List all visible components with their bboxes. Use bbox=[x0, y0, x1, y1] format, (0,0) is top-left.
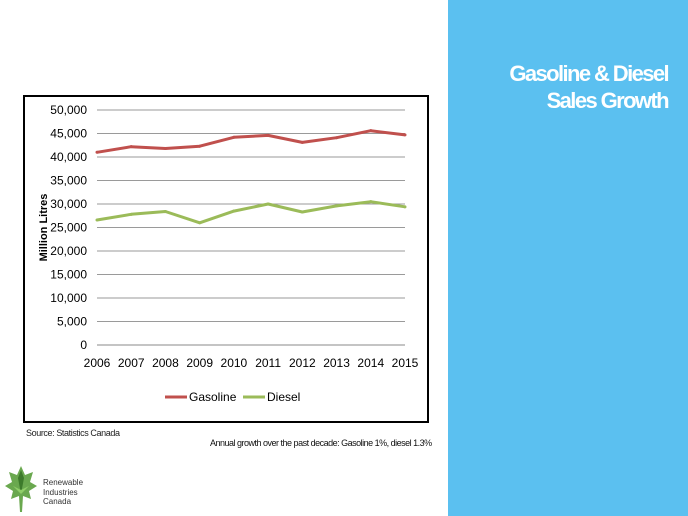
data-point-diesel bbox=[95, 218, 99, 222]
data-point-gasoline bbox=[403, 133, 407, 137]
data-point-gasoline bbox=[300, 140, 304, 144]
data-point-gasoline bbox=[335, 136, 339, 140]
data-point-gasoline bbox=[232, 135, 236, 139]
legend-label-diesel: Diesel bbox=[267, 390, 300, 404]
y-tick-label: 20,000 bbox=[50, 244, 87, 258]
source-note: Source: Statistics Canada bbox=[26, 428, 120, 438]
data-point-diesel bbox=[266, 202, 270, 206]
x-tick-label: 2012 bbox=[289, 356, 316, 370]
x-tick-label: 2015 bbox=[392, 356, 419, 370]
y-tick-label: 50,000 bbox=[50, 103, 87, 117]
x-tick-label: 2009 bbox=[186, 356, 213, 370]
data-point-diesel bbox=[198, 221, 202, 225]
y-axis-label: Million Litres bbox=[38, 194, 50, 262]
logo-text: Renewable Industries Canada bbox=[43, 478, 83, 507]
y-tick-label: 45,000 bbox=[50, 127, 87, 141]
data-point-gasoline bbox=[95, 150, 99, 154]
company-logo: Renewable Industries Canada bbox=[5, 464, 125, 512]
legend-label-gasoline: Gasoline bbox=[189, 390, 237, 404]
y-tick-label: 15,000 bbox=[50, 268, 87, 282]
data-point-diesel bbox=[232, 209, 236, 213]
y-tick-label: 10,000 bbox=[50, 291, 87, 305]
x-tick-label: 2014 bbox=[357, 356, 384, 370]
data-point-diesel bbox=[335, 204, 339, 208]
x-tick-label: 2013 bbox=[323, 356, 350, 370]
y-tick-label: 35,000 bbox=[50, 174, 87, 188]
data-point-gasoline bbox=[163, 147, 167, 151]
y-tick-label: 0 bbox=[80, 338, 87, 352]
data-point-diesel bbox=[300, 210, 304, 214]
logo-text-line-1: Renewable bbox=[43, 478, 84, 487]
chart-frame: 0 5,000 10,000 15,000 20,000 25,000 30,000 35,0… bbox=[23, 95, 429, 423]
y-tick-label: 25,000 bbox=[50, 221, 87, 235]
maple-leaf-icon bbox=[5, 466, 37, 512]
slide-title-line-1: Gasoline & Diesel bbox=[509, 61, 669, 86]
y-tick-label: 40,000 bbox=[50, 150, 87, 164]
x-tick-label: 2008 bbox=[152, 356, 179, 370]
x-tick-label: 2006 bbox=[84, 356, 111, 370]
data-point-gasoline bbox=[198, 144, 202, 148]
x-tick-label: 2010 bbox=[221, 356, 248, 370]
data-point-diesel bbox=[129, 212, 133, 216]
x-tick-label: 2011 bbox=[255, 356, 281, 370]
data-point-diesel bbox=[403, 205, 407, 209]
slide-title-line-2: Sales Growth bbox=[546, 88, 670, 113]
data-point-diesel bbox=[369, 200, 373, 204]
data-point-gasoline bbox=[129, 145, 133, 149]
y-tick-label: 5,000 bbox=[57, 315, 87, 329]
slide-title: Gasoline & Diesel Sales Growth bbox=[458, 60, 670, 114]
y-tick-label: 30,000 bbox=[50, 197, 87, 211]
logo-text-line-3: Canada bbox=[43, 497, 72, 506]
x-tick-label: 2007 bbox=[118, 356, 145, 370]
series-line-gasoline bbox=[96, 129, 406, 154]
series-line-diesel bbox=[96, 200, 406, 225]
growth-note: Annual growth over the past decade: Gaso… bbox=[210, 438, 432, 448]
data-point-gasoline bbox=[266, 133, 270, 137]
data-point-gasoline bbox=[369, 129, 373, 133]
title-panel: Gasoline & Diesel Sales Growth bbox=[448, 0, 688, 516]
data-point-diesel bbox=[163, 210, 167, 214]
line-chart: 0 5,000 10,000 15,000 20,000 25,000 30,000 35,0… bbox=[38, 103, 419, 404]
logo-text-line-2: Industries bbox=[43, 487, 78, 497]
